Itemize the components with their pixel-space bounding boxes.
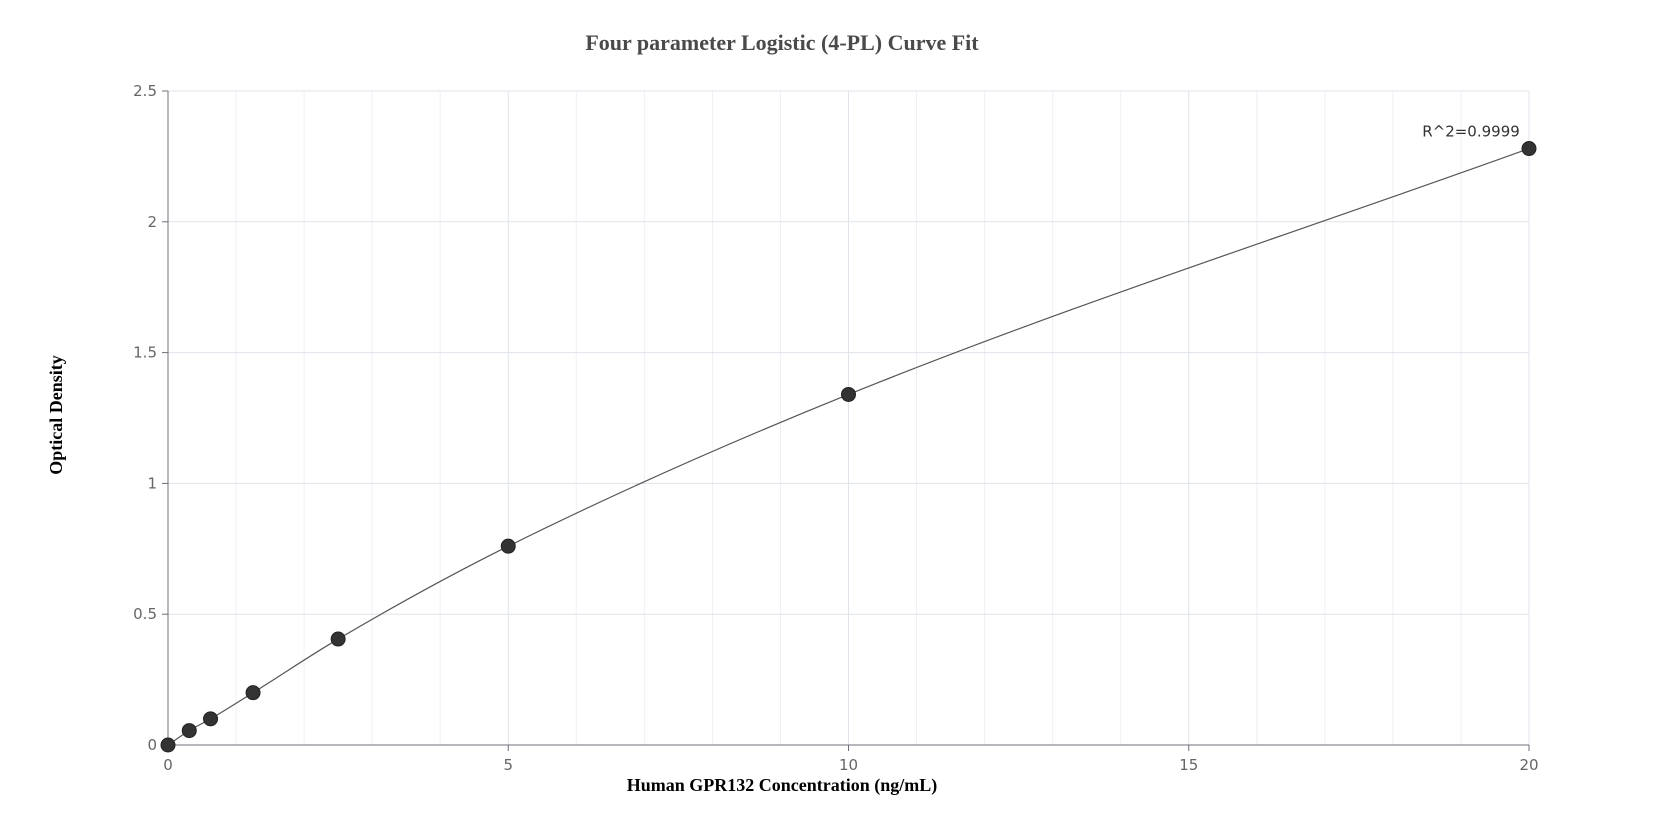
y-tick-label: 2.5 bbox=[133, 82, 157, 100]
y-tick-label: 0.5 bbox=[133, 605, 157, 623]
chart-title: Four parameter Logistic (4-PL) Curve Fit bbox=[585, 30, 979, 55]
r-squared-annotation: R^2=0.9999 bbox=[1422, 123, 1520, 141]
data-point bbox=[330, 631, 346, 647]
data-point bbox=[160, 737, 176, 753]
data-point bbox=[1521, 141, 1537, 157]
data-point bbox=[500, 538, 516, 554]
x-tick-label: 0 bbox=[163, 756, 173, 774]
x-tick-label: 5 bbox=[503, 756, 513, 774]
y-tick-label: 2 bbox=[147, 213, 157, 231]
data-point bbox=[203, 711, 219, 727]
grid bbox=[168, 90, 1530, 745]
axes bbox=[162, 90, 1530, 751]
x-axis-title: Human GPR132 Concentration (ng/mL) bbox=[627, 775, 938, 796]
y-tick-label: 0 bbox=[147, 736, 157, 754]
y-axis-title: Optical Density bbox=[46, 355, 66, 475]
x-tick-label: 20 bbox=[1519, 756, 1538, 774]
y-tick-label: 1.5 bbox=[133, 344, 157, 362]
data-point bbox=[245, 685, 261, 701]
x-tick-label: 10 bbox=[839, 756, 858, 774]
y-tick-label: 1 bbox=[147, 474, 157, 492]
data-point bbox=[181, 723, 197, 739]
x-tick-label: 15 bbox=[1179, 756, 1198, 774]
data-points bbox=[160, 141, 1537, 753]
tick-labels: 0 5 10 15 20 0 0.5 1 1.5 2 2.5 bbox=[133, 82, 1538, 774]
data-point bbox=[841, 386, 856, 402]
